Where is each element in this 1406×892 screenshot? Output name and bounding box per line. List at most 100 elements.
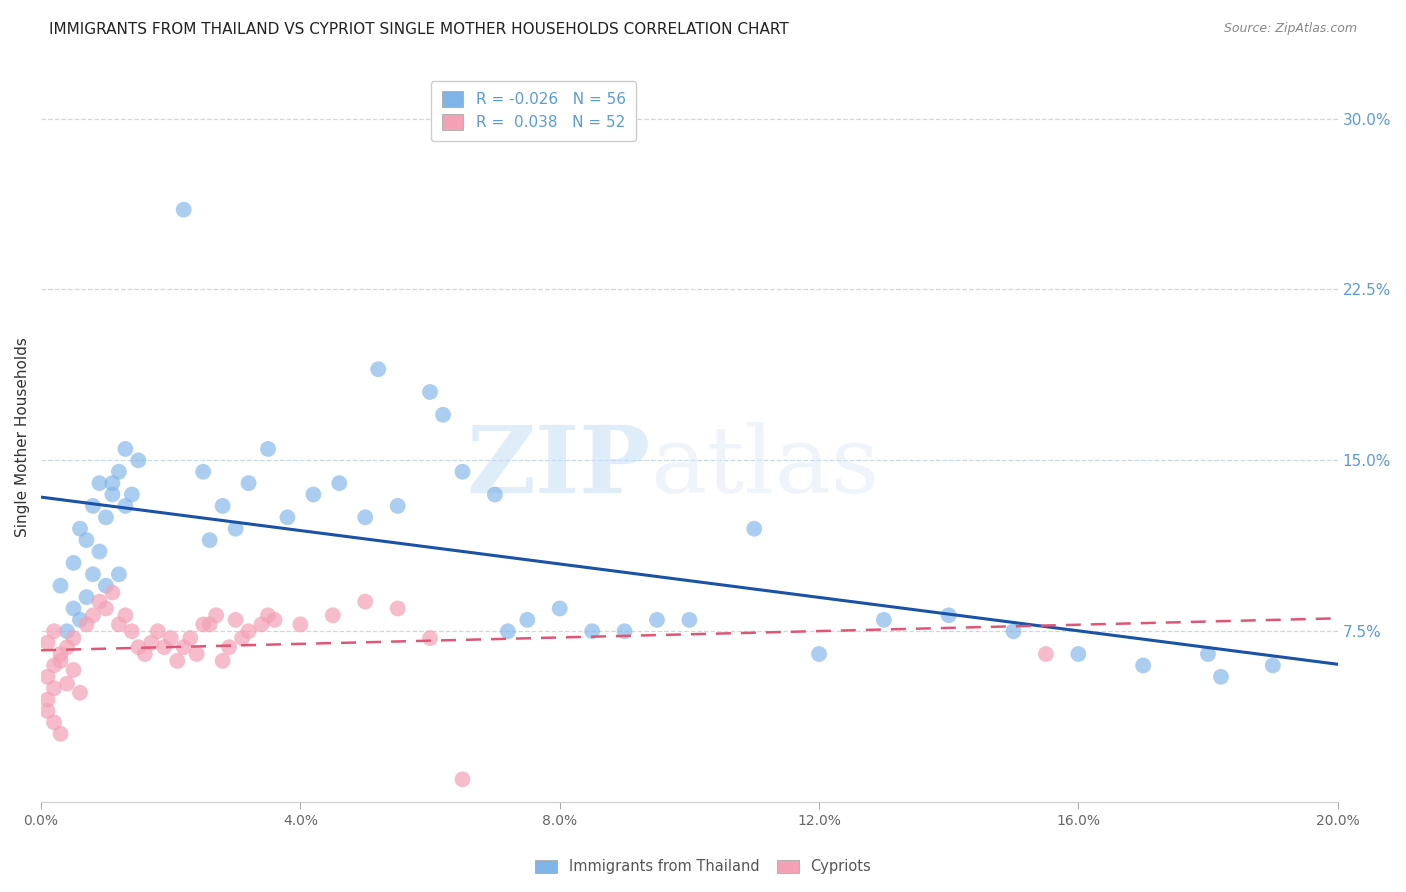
Point <box>82 499 104 513</box>
Point <box>62 663 84 677</box>
Point <box>218 640 240 655</box>
Text: Source: ZipAtlas.com: Source: ZipAtlas.com <box>1223 22 1357 36</box>
Point <box>49 579 72 593</box>
Point <box>56 676 79 690</box>
Point <box>257 442 280 456</box>
Point <box>62 556 84 570</box>
Point <box>166 654 188 668</box>
Point <box>225 522 247 536</box>
Point <box>76 617 98 632</box>
Point <box>1002 624 1025 639</box>
Point <box>89 594 111 608</box>
Point <box>108 567 131 582</box>
Point <box>1261 658 1284 673</box>
Point <box>205 608 228 623</box>
Point <box>114 442 136 456</box>
Point <box>238 476 260 491</box>
Point <box>250 617 273 632</box>
Point <box>69 522 91 536</box>
Point <box>387 601 409 615</box>
Point <box>94 510 117 524</box>
Point <box>56 624 79 639</box>
Point <box>89 544 111 558</box>
Point <box>419 631 441 645</box>
Point <box>225 613 247 627</box>
Point <box>231 631 253 645</box>
Point <box>451 465 474 479</box>
Point <box>193 617 215 632</box>
Point <box>938 608 960 623</box>
Point <box>1197 647 1219 661</box>
Point <box>42 658 65 673</box>
Point <box>37 670 59 684</box>
Point <box>186 647 208 661</box>
Point <box>76 533 98 547</box>
Point <box>581 624 603 639</box>
Point <box>42 624 65 639</box>
Point <box>108 617 131 632</box>
Point <box>108 465 131 479</box>
Point <box>387 499 409 513</box>
Point <box>127 640 149 655</box>
Point <box>1035 647 1057 661</box>
Point <box>484 487 506 501</box>
Point <box>82 608 104 623</box>
Point <box>451 772 474 787</box>
Point <box>290 617 312 632</box>
Point <box>101 487 124 501</box>
Point <box>496 624 519 639</box>
Point <box>678 613 700 627</box>
Point <box>179 631 201 645</box>
Point <box>56 640 79 655</box>
Point <box>645 613 668 627</box>
Point <box>101 476 124 491</box>
Point <box>153 640 176 655</box>
Point <box>276 510 298 524</box>
Point <box>49 654 72 668</box>
Point <box>69 686 91 700</box>
Point <box>121 487 143 501</box>
Point <box>198 533 221 547</box>
Point <box>516 613 538 627</box>
Point <box>263 613 285 627</box>
Legend: Immigrants from Thailand, Cypriots: Immigrants from Thailand, Cypriots <box>529 854 877 880</box>
Text: ZIP: ZIP <box>467 422 651 512</box>
Text: atlas: atlas <box>651 422 880 512</box>
Point <box>94 579 117 593</box>
Point <box>419 384 441 399</box>
Point <box>302 487 325 501</box>
Point <box>37 692 59 706</box>
Point <box>134 647 156 661</box>
Point <box>173 640 195 655</box>
Point <box>62 601 84 615</box>
Point <box>76 590 98 604</box>
Point <box>322 608 344 623</box>
Point <box>193 465 215 479</box>
Point <box>42 681 65 696</box>
Point <box>62 631 84 645</box>
Y-axis label: Single Mother Households: Single Mother Households <box>15 337 30 538</box>
Point <box>1132 658 1154 673</box>
Point <box>548 601 571 615</box>
Point <box>257 608 280 623</box>
Point <box>742 522 765 536</box>
Point <box>37 704 59 718</box>
Point <box>354 510 377 524</box>
Point <box>94 601 117 615</box>
Point <box>808 647 831 661</box>
Point <box>49 647 72 661</box>
Point <box>211 499 233 513</box>
Point <box>101 585 124 599</box>
Point <box>613 624 636 639</box>
Point <box>82 567 104 582</box>
Point <box>49 727 72 741</box>
Point <box>127 453 149 467</box>
Point <box>159 631 181 645</box>
Point <box>146 624 169 639</box>
Point <box>432 408 454 422</box>
Point <box>69 613 91 627</box>
Point <box>1209 670 1232 684</box>
Point <box>211 654 233 668</box>
Point <box>873 613 896 627</box>
Legend: R = -0.026   N = 56, R =  0.038   N = 52: R = -0.026 N = 56, R = 0.038 N = 52 <box>432 80 637 141</box>
